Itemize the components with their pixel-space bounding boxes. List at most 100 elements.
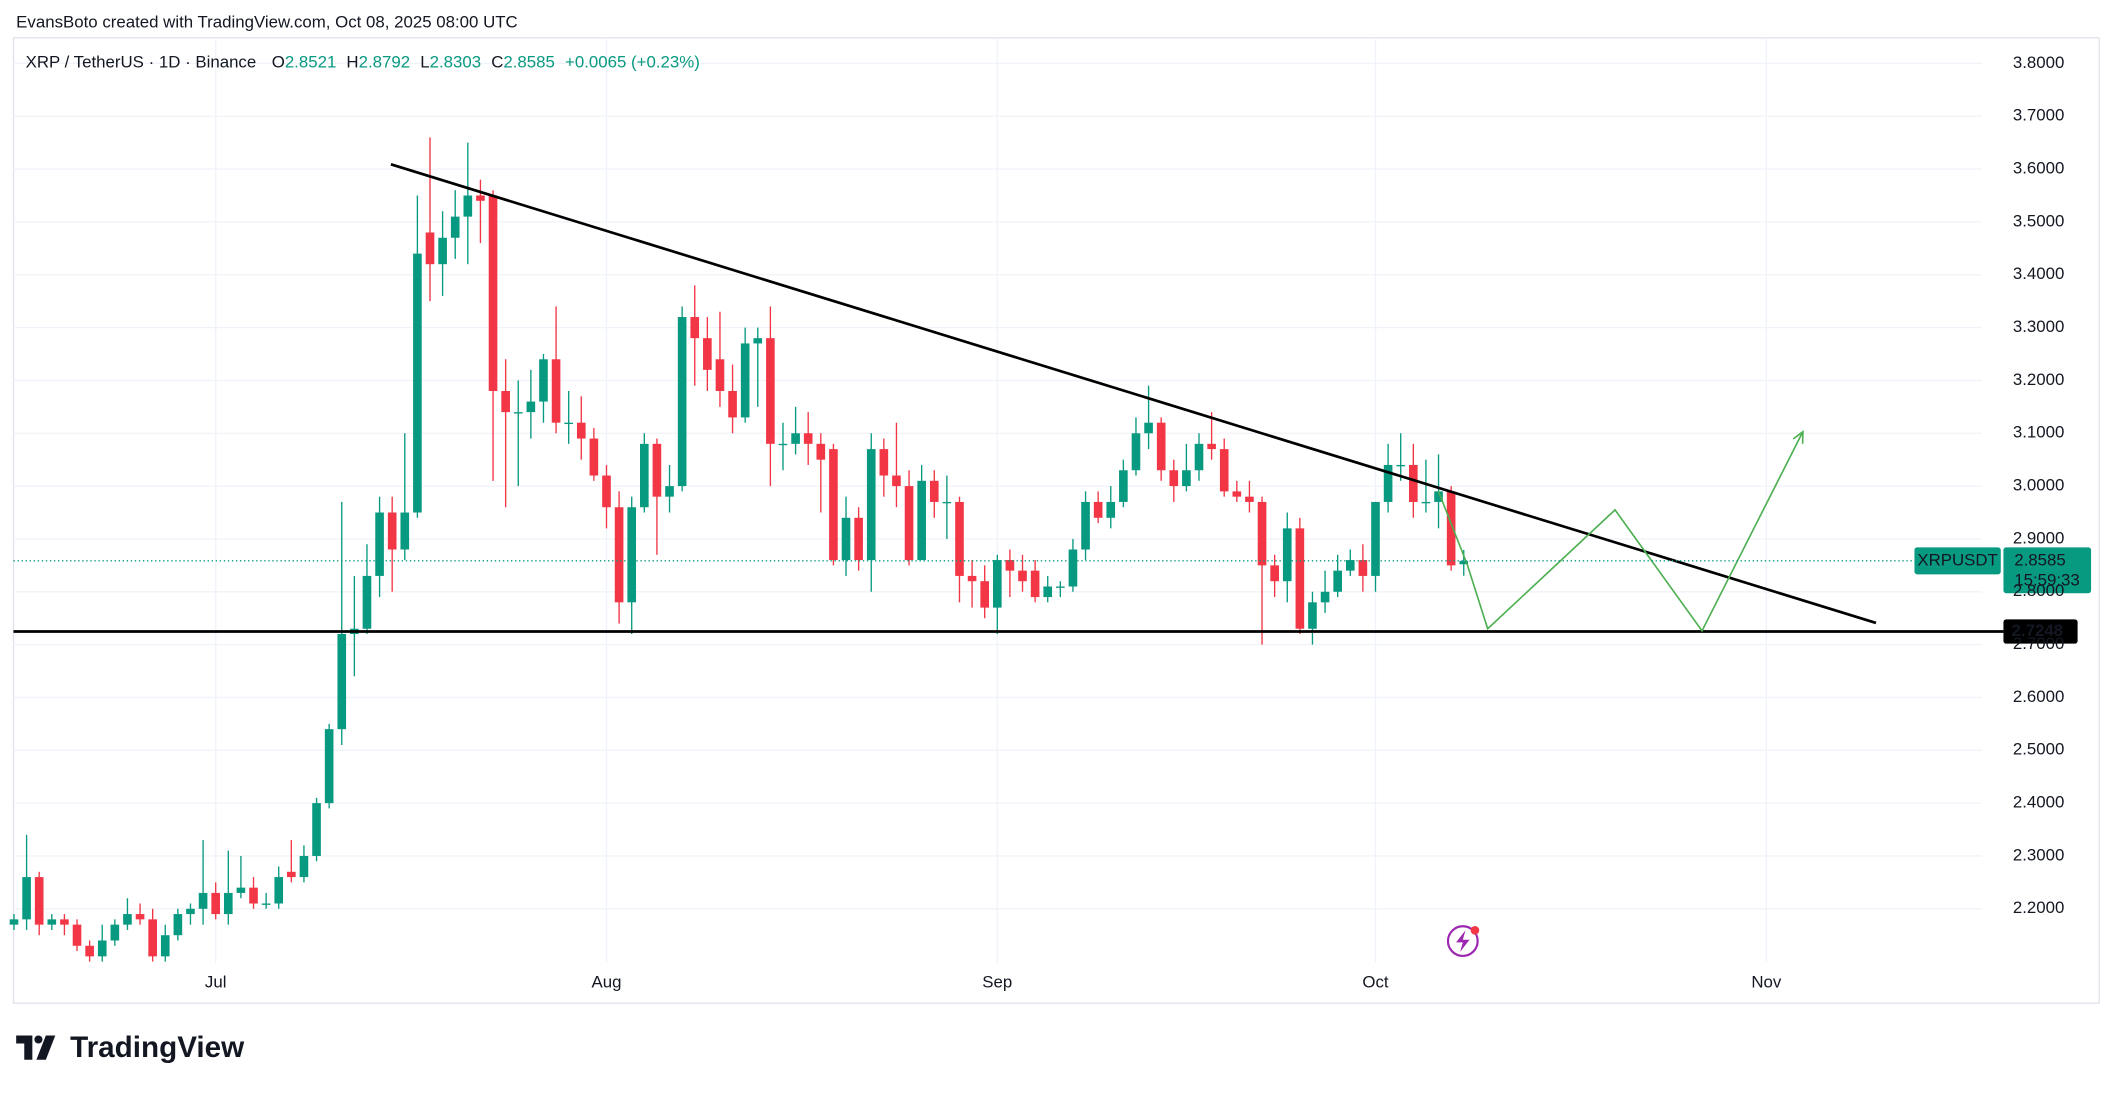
credit: EvansBoto created with TradingView.com, …: [16, 12, 518, 31]
symbol-box: [1914, 547, 2001, 575]
candle-body: [1232, 491, 1242, 497]
candle-body: [803, 433, 813, 444]
ohlc-label: O: [272, 53, 285, 72]
projection-arrowhead: [1792, 430, 1804, 444]
projection-path: [1437, 431, 1804, 633]
candle-body: [123, 914, 132, 925]
candle-body: [1270, 565, 1279, 582]
candle-body: [1106, 501, 1116, 518]
y-tick-label: 3.8000: [2013, 53, 2065, 72]
change: +0.0065 (+0.23%): [565, 53, 700, 72]
y-tick-label: 2.7000: [2013, 634, 2065, 653]
x-tick-label: Nov: [1751, 972, 1782, 991]
candle-body: [501, 390, 510, 413]
candle-body: [463, 195, 473, 217]
candle-body: [816, 443, 826, 460]
candle-body: [287, 871, 296, 878]
candle-body: [1295, 528, 1305, 629]
candle-body: [1005, 560, 1015, 571]
ohlc-value: 2.8585: [503, 53, 555, 72]
candle-body: [1182, 470, 1191, 487]
candle-body: [1219, 449, 1229, 492]
candle-body: [980, 581, 990, 608]
candle-body: [728, 390, 737, 418]
support-box: [2003, 619, 2078, 644]
candle-body: [1333, 570, 1342, 592]
candle-body: [223, 892, 233, 915]
grid: [13, 37, 1982, 963]
candle-body: [135, 914, 145, 920]
candle-body: [312, 803, 321, 856]
candle-body: [892, 475, 901, 487]
candle-body: [1308, 602, 1317, 629]
candle-body: [1119, 470, 1128, 502]
ohlc-label: H: [346, 53, 358, 72]
candle-body: [589, 438, 599, 476]
candle-body: [904, 486, 914, 561]
candle-body: [1068, 549, 1078, 587]
symbol-title: XRP / TetherUS · 1D · Binance: [26, 53, 257, 72]
candle-body: [564, 422, 573, 425]
x-tick-label: Aug: [592, 972, 622, 991]
candle-body: [703, 338, 712, 370]
candle-body: [425, 232, 435, 265]
candle-body: [413, 253, 422, 513]
candle-body: [627, 507, 637, 603]
candle-body: [450, 216, 460, 238]
candle-body: [85, 945, 94, 957]
candle-body: [1459, 560, 1469, 565]
candle-body: [148, 919, 157, 957]
candle-body: [841, 517, 851, 561]
candle-body: [665, 486, 674, 497]
y-tick-label: 2.6000: [2013, 687, 2065, 706]
candle-body: [539, 359, 548, 402]
candle-body: [72, 924, 82, 946]
candle-body: [22, 877, 31, 920]
price-box: [2003, 547, 2092, 594]
candle-body: [1396, 464, 1406, 467]
candle-body: [274, 877, 284, 904]
logo: TradingView: [16, 1031, 245, 1064]
y-tick-label: 2.2000: [2013, 898, 2065, 917]
candle-body: [955, 501, 964, 576]
candle-body: [60, 919, 69, 925]
candle-body: [97, 940, 107, 957]
candle-body: [766, 338, 775, 444]
x-tick-label: Jul: [205, 972, 227, 991]
candle-body: [576, 422, 586, 439]
candle-body: [829, 449, 838, 561]
candle-body: [879, 449, 889, 476]
drawings: XRPUSDT 2.8585 15:59:33 2.7248: [13, 163, 2092, 644]
y-tick-label: 3.5000: [2013, 211, 2065, 230]
candle-body: [1018, 570, 1027, 582]
y-tick-label: 2.4000: [2013, 793, 2065, 812]
candle-body: [337, 634, 347, 730]
candle-body: [488, 195, 498, 391]
candle-body: [261, 903, 271, 905]
ohlc-value: 2.8521: [285, 53, 337, 72]
candle-body: [1257, 501, 1267, 566]
candle-body: [1156, 422, 1166, 471]
y-tick-label: 3.1000: [2013, 423, 2065, 442]
ohlc-value: 2.8303: [430, 53, 482, 72]
candle-body: [677, 317, 687, 487]
candle-body: [299, 855, 309, 878]
candle-body: [1446, 491, 1456, 566]
ohlc-value: 2.8792: [359, 53, 411, 72]
candle-body: [614, 507, 624, 603]
chart-frame: [12, 37, 2100, 1004]
candle-body: [1421, 501, 1431, 504]
candle-body: [1043, 586, 1053, 598]
candle-body: [1358, 560, 1368, 576]
candle-body: [249, 887, 258, 904]
candle-body: [992, 560, 1002, 608]
candle-body: [753, 338, 763, 344]
candle-body: [160, 935, 170, 957]
legend: XRP / TetherUS · 1D · Binance O2.8521 H2…: [26, 53, 700, 72]
candle-body: [640, 443, 649, 508]
candle-body: [791, 433, 800, 444]
candle-body: [1345, 560, 1355, 571]
candle-body: [47, 919, 57, 925]
candle-body: [1169, 470, 1179, 487]
alert-icon: [1446, 925, 1480, 957]
